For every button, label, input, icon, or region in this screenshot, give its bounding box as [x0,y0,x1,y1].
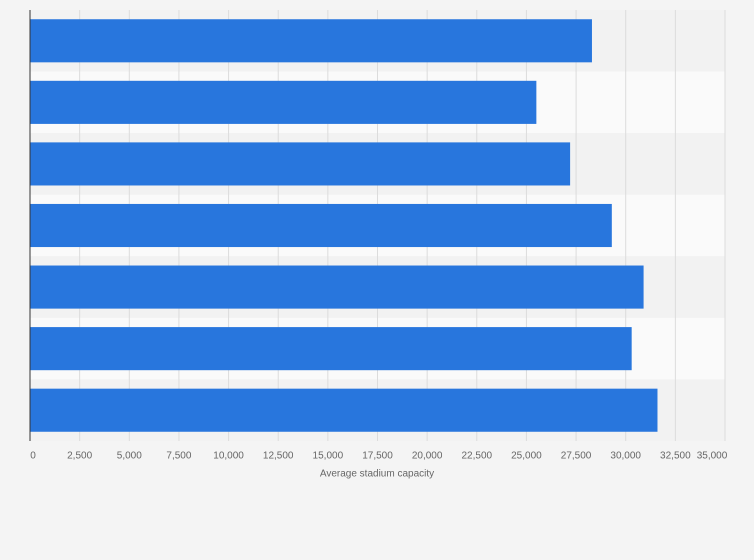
bar [30,265,644,309]
bar [30,19,592,63]
bar [30,80,537,124]
x-tick-label: 10,000 [213,451,244,462]
bar [30,142,571,186]
x-tick-label: 7,500 [166,451,191,462]
x-tick-label: 27,500 [561,451,592,462]
x-axis-label: Average stadium capacity [320,469,434,480]
x-tick-label: 20,000 [412,451,443,462]
x-tick-label: 32,500 [660,451,691,462]
x-tick-label: 17,500 [362,451,393,462]
bar [30,388,658,432]
x-tick-label: 12,500 [263,451,294,462]
x-tick-label: 30,000 [610,451,641,462]
x-tick-label: 25,000 [511,451,542,462]
x-tick-label: 22,500 [461,451,492,462]
x-tick-label: 35,000 [697,451,728,462]
x-tick-label: 5,000 [117,451,142,462]
x-tick-label: 0 [30,451,36,462]
bar [30,203,612,248]
bar [30,327,632,371]
x-tick-label: 15,000 [313,451,344,462]
x-tick-label: 2,500 [67,451,92,462]
